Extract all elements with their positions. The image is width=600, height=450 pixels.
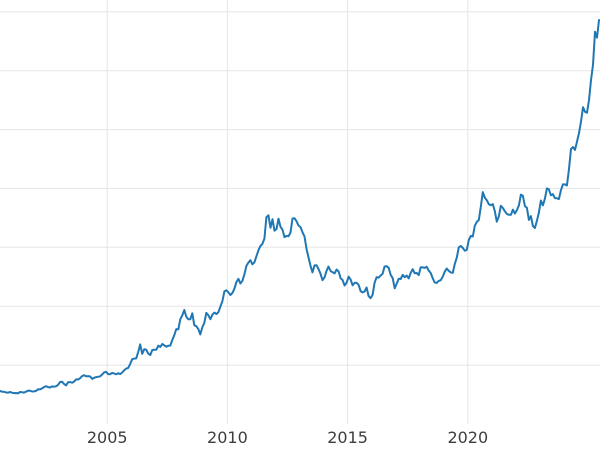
x-axis-tick-labels: 2005 2010 2015 2020 xyxy=(0,428,600,450)
x-tick-label: 2015 xyxy=(327,428,368,447)
x-tick-label: 2005 xyxy=(86,428,128,447)
x-tick-label: 2010 xyxy=(207,428,248,447)
price-series-line xyxy=(0,19,600,395)
x-tick-label: 2020 xyxy=(447,428,489,447)
plot-area xyxy=(0,0,600,424)
